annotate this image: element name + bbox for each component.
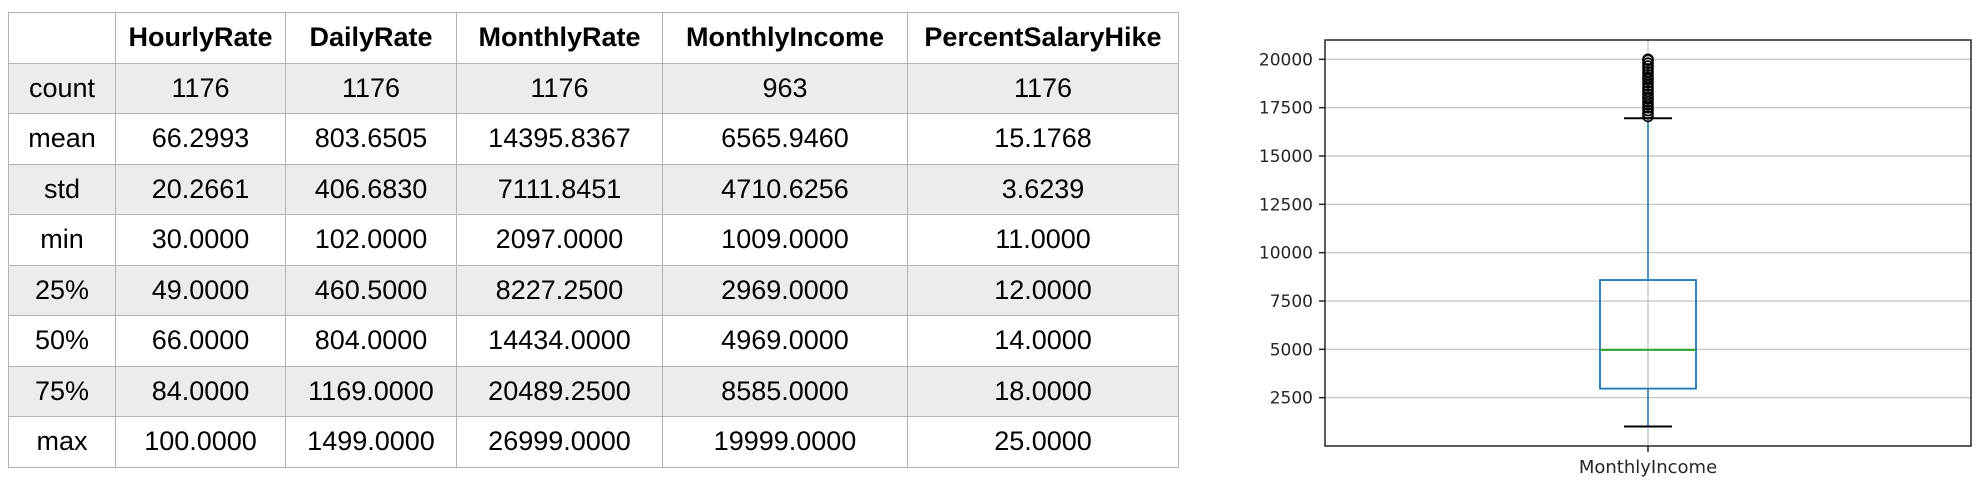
table-row: max 100.0000 1499.0000 26999.0000 19999.0000… <box>8 416 1179 468</box>
table-cell: 20489.2500 <box>456 365 663 417</box>
table-row: 50% 66.0000 804.0000 14434.0000 4969.0000 14.… <box>8 315 1179 367</box>
table-cell: 1176 <box>285 62 457 114</box>
table-cell: 66.0000 <box>115 315 286 367</box>
table-row: count 1176 1176 1176 963 1176 <box>8 62 1179 114</box>
table-cell: 8585.0000 <box>662 365 908 417</box>
table-cell: 1009.0000 <box>662 214 908 266</box>
table-cell: 4710.6256 <box>662 163 908 215</box>
row-label: count <box>8 62 116 114</box>
row-label: max <box>8 416 116 468</box>
table-cell: 66.2993 <box>115 113 286 165</box>
table-cell: 15.1768 <box>907 113 1179 165</box>
table-row: min 30.0000 102.0000 2097.0000 1009.0000 11.0… <box>8 214 1179 266</box>
table-row: 25% 49.0000 460.5000 8227.2500 2969.0000 12.0… <box>8 264 1179 316</box>
monthly-income-boxplot: 2500 5000 7500 10000 12500 15000 17500 20000 Mon… <box>1259 39 1972 478</box>
table-cell: 1176 <box>907 62 1179 114</box>
y-tick-label: 2500 <box>1270 389 1313 409</box>
table-row: 75% 84.0000 1169.0000 20489.2500 8585.0000 18… <box>8 365 1179 417</box>
outlier-point <box>1642 53 1654 66</box>
table-cell: 30.0000 <box>115 214 286 266</box>
table-cell: 460.5000 <box>285 264 457 316</box>
table-cell: 7111.8451 <box>456 163 663 215</box>
column-header: DailyRate <box>285 12 457 64</box>
table-cell: 25.0000 <box>907 416 1179 468</box>
column-header: MonthlyRate <box>456 12 663 64</box>
table-cell: 1499.0000 <box>285 416 457 468</box>
table-header-row: HourlyRate DailyRate MonthlyRate Monthly… <box>8 12 1179 64</box>
table-cell: 2097.0000 <box>456 214 663 266</box>
table-cell: 2969.0000 <box>662 264 908 316</box>
y-tick-label: 12500 <box>1259 195 1313 215</box>
column-header: MonthlyIncome <box>662 12 908 64</box>
row-label: 50% <box>8 315 116 367</box>
table-cell: 18.0000 <box>907 365 1179 417</box>
column-header: PercentSalaryHike <box>907 12 1179 64</box>
table-cell: 6565.9460 <box>662 113 908 165</box>
table-cell: 11.0000 <box>907 214 1179 266</box>
table-cell: 14434.0000 <box>456 315 663 367</box>
boxplot-panel: 2500 5000 7500 10000 12500 15000 17500 20000 Mon… <box>1226 10 1980 488</box>
y-tick-label: 5000 <box>1270 340 1313 360</box>
table-cell: 1176 <box>456 62 663 114</box>
y-tick-label: 10000 <box>1259 244 1313 264</box>
row-label: std <box>8 163 116 215</box>
y-tick-label: 20000 <box>1259 50 1313 70</box>
y-tick-label: 7500 <box>1270 292 1313 312</box>
table-cell: 19999.0000 <box>662 416 908 468</box>
table-cell: 804.0000 <box>285 315 457 367</box>
column-header: HourlyRate <box>115 12 286 64</box>
table-cell: 49.0000 <box>115 264 286 316</box>
table-cell: 963 <box>662 62 908 114</box>
y-tick-label: 17500 <box>1259 99 1313 119</box>
table-corner-cell <box>8 12 116 64</box>
table-body: count 1176 1176 1176 963 1176 mean 66.2993 803.6… <box>8 62 1179 468</box>
table-cell: 1169.0000 <box>285 365 457 417</box>
table-cell: 102.0000 <box>285 214 457 266</box>
stats-table: HourlyRate DailyRate MonthlyRate Monthly… <box>8 12 1179 468</box>
row-label: min <box>8 214 116 266</box>
table-cell: 4969.0000 <box>662 315 908 367</box>
x-tick-label: MonthlyIncome <box>1579 457 1717 478</box>
table-cell: 26999.0000 <box>456 416 663 468</box>
row-label: 25% <box>8 264 116 316</box>
table-row: std 20.2661 406.6830 7111.8451 4710.6256 3.62… <box>8 163 1179 215</box>
row-label: 75% <box>8 365 116 417</box>
table-cell: 84.0000 <box>115 365 286 417</box>
y-tick-label: 15000 <box>1259 147 1313 167</box>
table-row: mean 66.2993 803.6505 14395.8367 6565.9460 15… <box>8 113 1179 165</box>
table-cell: 100.0000 <box>115 416 286 468</box>
table-cell: 12.0000 <box>907 264 1179 316</box>
table-cell: 14395.8367 <box>456 113 663 165</box>
table-cell: 20.2661 <box>115 163 286 215</box>
table-cell: 3.6239 <box>907 163 1179 215</box>
table-cell: 803.6505 <box>285 113 457 165</box>
table-cell: 1176 <box>115 62 286 114</box>
iqr-box <box>1599 279 1697 390</box>
table-cell: 8227.2500 <box>456 264 663 316</box>
table-cell: 14.0000 <box>907 315 1179 367</box>
table-cell: 406.6830 <box>285 163 457 215</box>
row-label: mean <box>8 113 116 165</box>
